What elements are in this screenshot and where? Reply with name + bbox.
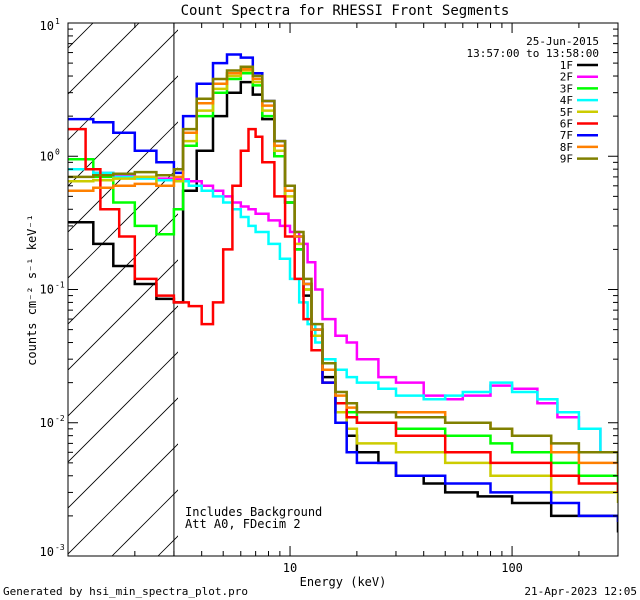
hatched-region bbox=[0, 0, 640, 556]
time-range-label: 13:57:00 to 13:58:00 bbox=[467, 47, 599, 60]
x-tick-label: 100 bbox=[501, 561, 523, 575]
legend-label-1f: 1F bbox=[560, 59, 573, 72]
legend-label-6f: 6F bbox=[560, 118, 573, 131]
hatch-line bbox=[68, 351, 178, 463]
y-tick-exponent: 1 bbox=[55, 17, 60, 26]
hatch-line bbox=[68, 397, 178, 509]
series-5f-line bbox=[68, 69, 618, 503]
y-tick-exponent: 0 bbox=[55, 147, 60, 156]
series-4f-line bbox=[68, 167, 618, 476]
y-tick-label: 10 bbox=[40, 545, 54, 559]
hatch-line bbox=[68, 23, 140, 95]
y-tick-exponent: -2 bbox=[55, 414, 65, 423]
legend-label-7f: 7F bbox=[560, 129, 573, 142]
y-axis-label: counts cm⁻² s⁻¹ keV⁻¹ bbox=[25, 214, 39, 366]
legend-label-5f: 5F bbox=[560, 106, 573, 119]
y-tick-label: 10 bbox=[40, 149, 54, 163]
chart-title: Count Spectra for RHESSI Front Segments bbox=[181, 3, 510, 19]
hatch-line bbox=[68, 443, 178, 555]
hatch-line bbox=[68, 29, 178, 141]
series-6f-line bbox=[68, 127, 618, 493]
annotation-attenuator: Att A0, FDecim 2 bbox=[185, 517, 301, 531]
legend-label-4f: 4F bbox=[560, 94, 573, 107]
hatch-line bbox=[68, 167, 178, 279]
x-tick-label: 10 bbox=[283, 561, 297, 575]
legend-label-2f: 2F bbox=[560, 71, 573, 84]
hatch-line bbox=[204, 0, 640, 556]
y-tick-exponent: -1 bbox=[55, 281, 65, 290]
series-layer bbox=[68, 53, 618, 533]
date-label: 25-Jun-2015 bbox=[526, 35, 599, 48]
x-axis-label: Energy (keV) bbox=[300, 575, 387, 589]
y-tick-exponent: -3 bbox=[55, 543, 65, 552]
y-tick-label: 10 bbox=[40, 283, 54, 297]
legend-label-9f: 9F bbox=[560, 153, 573, 166]
series-8f-line bbox=[68, 67, 618, 476]
legend-label-8f: 8F bbox=[560, 141, 573, 154]
annotation-background: Includes Background bbox=[185, 505, 322, 519]
hatch-line bbox=[68, 305, 178, 417]
footer-generated-by: Generated by hsi_min_spectra_plot.pro bbox=[3, 585, 248, 598]
series-9f-line bbox=[68, 65, 618, 463]
legend-label-3f: 3F bbox=[560, 82, 573, 95]
footer-timestamp: 21-Apr-2023 12:05 bbox=[524, 585, 637, 598]
y-tick-label: 10 bbox=[40, 416, 54, 430]
hatch-line bbox=[0, 0, 114, 556]
series-2f-line bbox=[68, 167, 618, 463]
y-tick-label: 10 bbox=[40, 19, 54, 33]
